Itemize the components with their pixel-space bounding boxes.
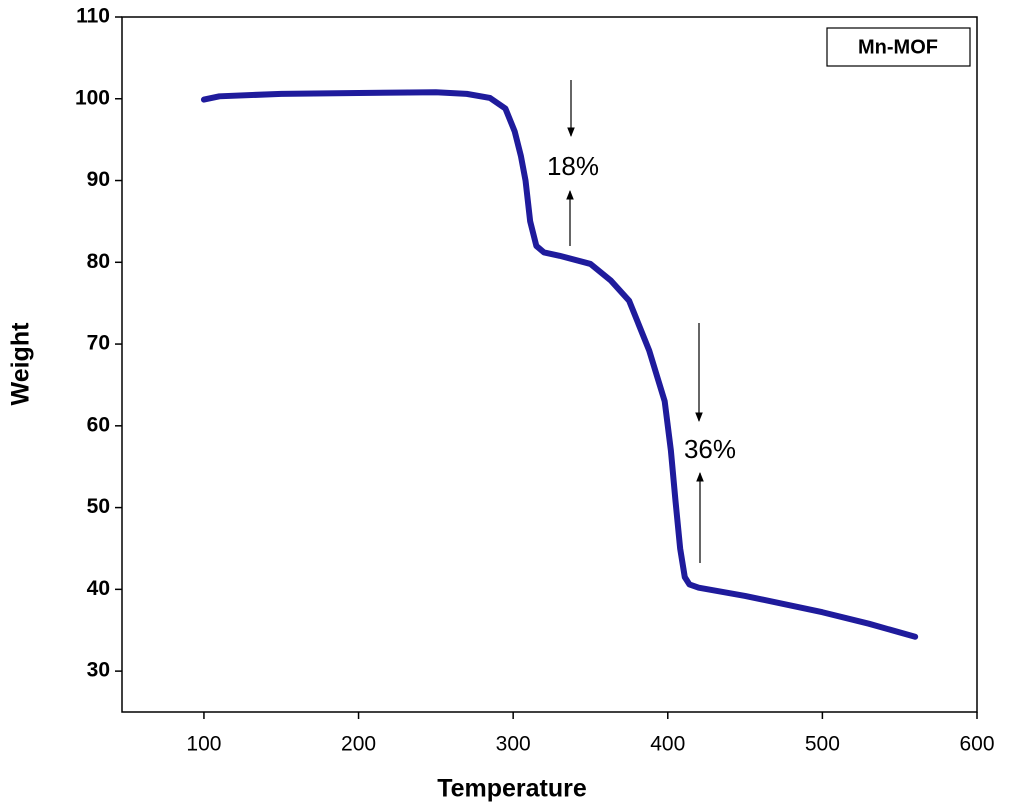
legend-box (826, 27, 971, 67)
y-tick-label: 70 (87, 332, 110, 355)
annotation: 18% (547, 151, 599, 181)
annotation: 36% (684, 434, 736, 464)
data-line (200, 89, 919, 640)
x-tick-label: 400 (650, 733, 685, 756)
y-tick-label: 110 (76, 5, 110, 28)
y-tick-label: 30 (87, 659, 110, 682)
x-tick-label: 100 (186, 733, 221, 756)
y-tick-label: 60 (87, 413, 110, 436)
y-tick-label: 90 (87, 168, 110, 191)
x-axis-label: Temperature (437, 775, 587, 803)
y-axis-label: Weight (7, 322, 35, 406)
plot-frame (121, 16, 978, 713)
legend-label: Mn-MOF (858, 36, 938, 58)
x-tick-label: 600 (959, 733, 994, 756)
y-tick-label: 50 (87, 495, 110, 518)
x-tick-label: 500 (805, 733, 840, 756)
y-tick-label: 80 (87, 250, 110, 273)
y-tick-label: 40 (87, 577, 110, 600)
x-tick-label: 300 (496, 733, 531, 756)
annotation-18: 18% (547, 80, 599, 246)
x-tick-label: 200 (341, 733, 376, 756)
y-tick-label: 100 (75, 86, 110, 109)
annotation-36: 36% (684, 323, 736, 563)
